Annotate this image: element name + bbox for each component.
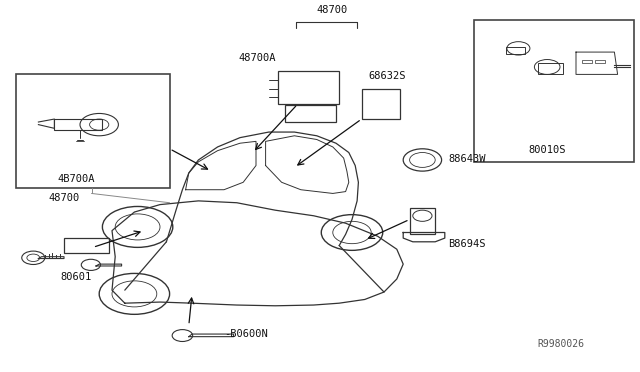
Bar xyxy=(64,238,109,253)
Bar xyxy=(474,20,634,162)
Bar xyxy=(582,60,592,63)
Bar xyxy=(54,119,102,130)
Text: 48700: 48700 xyxy=(317,5,348,15)
Text: -B0600N: -B0600N xyxy=(224,328,268,339)
Text: 48700A: 48700A xyxy=(238,53,276,63)
Bar xyxy=(410,208,435,234)
Text: 4B700A: 4B700A xyxy=(58,174,95,184)
Text: B8694S: B8694S xyxy=(448,239,486,249)
Bar xyxy=(538,63,563,74)
Text: 80601: 80601 xyxy=(61,272,92,282)
Bar xyxy=(278,71,339,104)
Bar xyxy=(362,89,400,119)
Bar xyxy=(506,46,525,54)
Text: R9980026: R9980026 xyxy=(538,339,584,349)
Text: 48700: 48700 xyxy=(48,193,79,203)
Bar xyxy=(16,74,170,188)
Text: 88643W: 88643W xyxy=(448,154,486,164)
Bar xyxy=(595,60,605,63)
Bar xyxy=(285,105,336,122)
Text: 68632S: 68632S xyxy=(368,71,406,81)
Text: 80010S: 80010S xyxy=(528,144,566,154)
